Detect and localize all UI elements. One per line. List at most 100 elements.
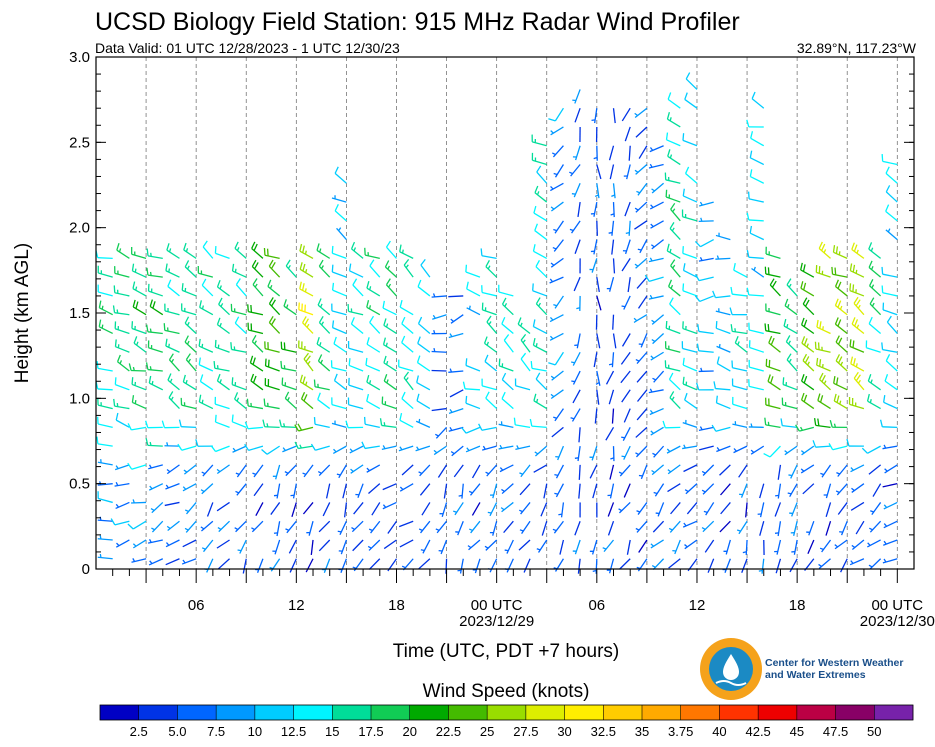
- barb-staff: [612, 333, 617, 349]
- barb-staff: [181, 404, 197, 410]
- barb-half-feather: [522, 339, 526, 344]
- barb-staff: [364, 423, 380, 428]
- barb-staff: [612, 202, 615, 218]
- barb-half-feather: [485, 471, 490, 475]
- wind-barb: [165, 539, 180, 548]
- barb-staff: [133, 342, 147, 353]
- wind-barb: [167, 279, 180, 297]
- wind-barb: [531, 134, 547, 147]
- wind-barb: [699, 201, 714, 207]
- wind-barb: [541, 521, 548, 536]
- barb-staff: [218, 303, 230, 316]
- barb-full-feather: [403, 371, 410, 379]
- wind-barb: [719, 464, 731, 476]
- barb-staff: [807, 539, 815, 555]
- barb-staff: [786, 359, 798, 372]
- barb-full-feather: [821, 374, 826, 383]
- wind-barb: [757, 502, 765, 518]
- barb-staff: [776, 539, 782, 555]
- wind-barb: [670, 502, 681, 515]
- barb-full-feather: [382, 337, 387, 345]
- barb-full-feather: [110, 518, 116, 526]
- barb-staff: [719, 520, 731, 533]
- barb-half-feather: [182, 559, 186, 564]
- wind-barb: [885, 166, 898, 184]
- barb-staff: [401, 323, 414, 334]
- barb-staff: [732, 367, 748, 372]
- barb-staff: [248, 445, 264, 452]
- barb-staff: [636, 276, 648, 289]
- barb-full-feather: [682, 376, 685, 385]
- barb-staff: [501, 398, 514, 410]
- wind-barb: [668, 372, 681, 391]
- barb-staff: [289, 558, 297, 573]
- barb-full-feather: [669, 222, 675, 229]
- barb-full-feather: [786, 353, 792, 361]
- barb-staff: [605, 427, 615, 441]
- wind-barb: [333, 336, 347, 353]
- barb-half-feather: [200, 526, 205, 530]
- wind-barb: [114, 339, 130, 353]
- wind-barb: [313, 379, 330, 391]
- barb-full-feather: [733, 262, 736, 271]
- barb-staff: [682, 139, 698, 147]
- barb-full-feather: [729, 307, 733, 315]
- barb-half-feather: [851, 487, 855, 492]
- wind-barb: [519, 502, 531, 515]
- barb-staff: [782, 383, 798, 391]
- barb-half-feather: [368, 305, 372, 310]
- wind-barb: [113, 398, 130, 410]
- barb-staff: [132, 520, 147, 530]
- barb-staff: [339, 520, 347, 536]
- barb-half-feather: [170, 396, 174, 401]
- barb-staff: [648, 163, 664, 169]
- barb-full-feather: [251, 259, 257, 267]
- wind-barb: [533, 393, 548, 410]
- wind-barb: [623, 483, 631, 498]
- x-tick-label: 18: [388, 597, 405, 614]
- wind-barb: [868, 464, 882, 475]
- barb-full-feather: [713, 381, 717, 389]
- barb-full-feather: [253, 243, 258, 251]
- barb-full-feather: [533, 393, 537, 401]
- wind-barb: [95, 381, 113, 391]
- barb-half-feather: [416, 446, 420, 451]
- wind-barb: [684, 539, 698, 550]
- colorbar-label: 3.75: [668, 724, 693, 739]
- wind-barb: [431, 329, 447, 335]
- barb-full-feather: [697, 324, 700, 332]
- barb-staff: [665, 366, 681, 372]
- wind-barb: [610, 446, 615, 462]
- barb-staff: [132, 401, 147, 410]
- wind-barb: [869, 297, 882, 316]
- barb-staff: [623, 408, 631, 423]
- wind-barb: [789, 558, 798, 573]
- barb-half-feather: [650, 223, 654, 228]
- wind-barb: [318, 520, 331, 533]
- wind-barb: [609, 464, 615, 480]
- barb-full-feather: [696, 343, 700, 351]
- barb-staff: [833, 251, 848, 259]
- barb-full-feather: [517, 317, 522, 325]
- wind-barb: [352, 539, 364, 552]
- wind-barb: [235, 278, 247, 297]
- barb-staff: [651, 464, 665, 476]
- barb-staff: [733, 445, 748, 454]
- wind-barb: [819, 539, 832, 553]
- barb-staff: [800, 269, 815, 278]
- barb-half-feather: [870, 247, 874, 252]
- wind-barb: [801, 336, 815, 353]
- barb-half-feather: [385, 323, 389, 328]
- barb-full-feather: [116, 354, 121, 363]
- wind-barb: [621, 258, 631, 272]
- barb-half-feather: [382, 504, 387, 508]
- wind-barb: [486, 315, 498, 334]
- barb-staff: [465, 364, 481, 372]
- barb-staff: [665, 347, 681, 353]
- wind-barb: [181, 283, 197, 297]
- barb-staff: [198, 272, 214, 278]
- barb-staff: [366, 306, 381, 316]
- wind-barb: [649, 145, 664, 153]
- barb-half-feather: [269, 566, 274, 570]
